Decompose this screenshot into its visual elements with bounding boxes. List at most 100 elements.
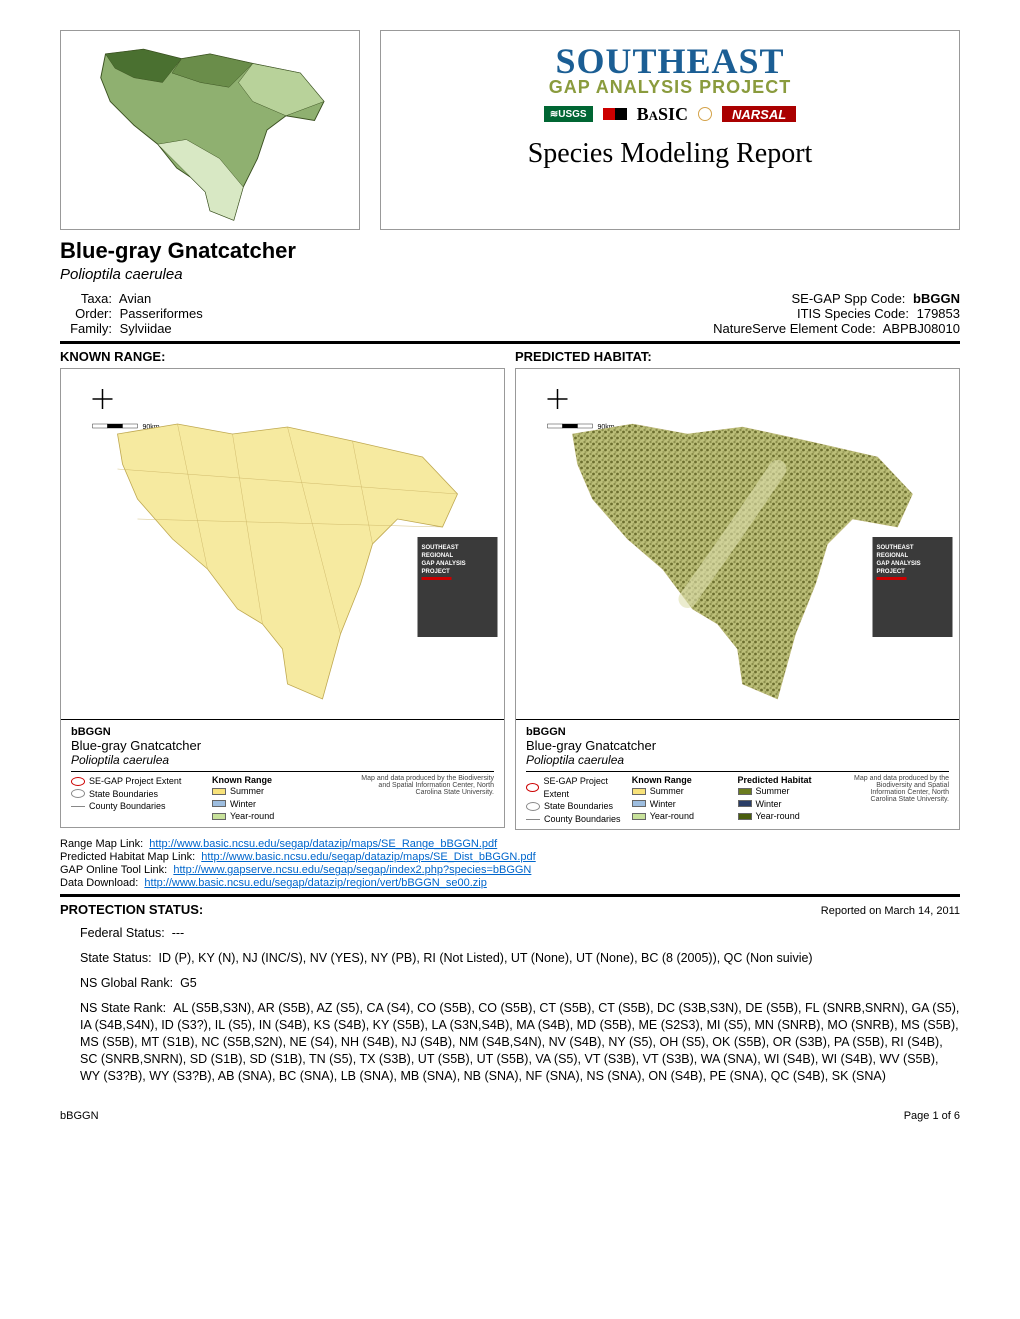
range-legend-col1: SE-GAP Project Extent State Boundaries C… [71,775,212,823]
known-range-col: KNOWN RANGE: 90km [60,349,505,830]
leg-item-label: County Boundaries [544,813,621,826]
status-body: Federal Status: --- State Status: ID (P)… [80,925,960,1084]
taxonomy-row: Taxa: Avian Order: Passeriformes Family:… [60,291,960,336]
federal-status-label: Federal Status: [80,926,165,940]
summer-swatch [632,788,646,795]
habitat-legend-title3: Predicted Habitat [738,775,844,785]
basic-badge: BaSIC [637,106,688,122]
report-title: Species Modeling Report [393,138,947,170]
state-status-value: ID (P), KY (N), NJ (INC/S), NV (YES), NY… [159,951,813,965]
leg-item-label: Summer [230,785,264,798]
known-range-map: 90km SOUTHEAST REGIONAL [61,369,504,719]
habitat-legend-col3: Predicted Habitat Summer Winter Year-rou… [738,775,844,825]
svg-text:REGIONAL: REGIONAL [877,553,909,559]
leg-item-label: State Boundaries [544,800,613,813]
predicted-habitat-map-box: 90km [515,368,960,830]
maps-row: KNOWN RANGE: 90km [60,349,960,830]
ns-state-rank-value: AL (S5B,S3N), AR (S5B), AZ (S5), CA (S4)… [80,1001,959,1083]
spp-code-label: SE-GAP Spp Code: [791,291,905,306]
range-link[interactable]: http://www.basic.ncsu.edu/segap/datazip/… [149,838,497,850]
taxa-value: Avian [119,291,151,306]
global-rank-label: NS Global Rank: [80,976,173,990]
range-legend-col2: Known Range Summer Winter Year-round [212,775,353,823]
project-subtitle: GAP ANALYSIS PROJECT [393,77,947,98]
known-range-map-box: 90km SOUTHEAST REGIONAL [60,368,505,828]
page-footer: bBGGN Page 1 of 6 [60,1110,960,1122]
svg-text:PROJECT: PROJECT [422,569,451,575]
leg-footnote: Map and data produced by the Biodiversit… [843,775,949,825]
header-left-thumbnail [60,30,360,230]
svg-text:GAP ANALYSIS: GAP ANALYSIS [877,561,921,567]
habitat-map-code: bBGGN [526,726,949,738]
svg-text:GAP ANALYSIS: GAP ANALYSIS [422,561,466,567]
habitat-caption-area: bBGGN Blue-gray Gnatcatcher Polioptila c… [516,719,959,829]
online-link[interactable]: http://www.gapserve.ncsu.edu/segap/segap… [173,864,531,876]
winter-swatch [212,800,226,807]
badge-row: ≋USGS BaSIC NARSAL [393,106,947,122]
pred-yearround-swatch [738,813,752,820]
range-link-label: Range Map Link: [60,838,143,850]
ns-label: NatureServe Element Code: [713,321,876,336]
leg-item-label: Summer [756,785,790,798]
order-label: Order: [60,306,112,321]
spp-code-value: bBGGN [913,291,960,306]
habitat-legend-title2: Known Range [632,775,738,785]
status-head-row: PROTECTION STATUS: Reported on March 14,… [60,902,960,917]
project-extent-icon [71,777,85,786]
leg-item-label: SE-GAP Project Extent [543,775,631,800]
taxonomy-left: Taxa: Avian Order: Passeriformes Family:… [60,291,203,336]
download-link[interactable]: http://www.basic.ncsu.edu/segap/datazip/… [144,877,486,889]
divider-thick [60,341,960,344]
leg-item-label: Year-round [756,810,800,823]
habitat-map-sci: Polioptila caerulea [526,753,949,767]
family-value: Sylviidae [120,321,172,336]
state-bound-icon [526,802,540,811]
range-caption-area: bBGGN Blue-gray Gnatcatcher Polioptila c… [61,719,504,827]
links-block: Range Map Link: http://www.basic.ncsu.ed… [60,838,960,889]
download-link-label: Data Download: [60,877,138,889]
state-status-label: State Status: [80,951,152,965]
yearround-swatch [632,813,646,820]
svg-text:SOUTHEAST: SOUTHEAST [877,545,914,551]
habitat-legend: SE-GAP Project Extent State Boundaries C… [526,771,949,825]
leg-item-label: Winter [230,798,256,811]
leg-footnote: Map and data produced by the Biodiversit… [353,775,494,823]
project-title: SOUTHEAST [393,43,947,79]
range-map-code: bBGGN [71,726,494,738]
leg-item-label: Summer [650,785,684,798]
divider-thick-2 [60,894,960,897]
global-rank-value: G5 [180,976,197,990]
habitat-legend-col2: Known Range Summer Winter Year-round [632,775,738,825]
pred-summer-swatch [738,788,752,795]
habitat-legend-col1: SE-GAP Project Extent State Boundaries C… [526,775,632,825]
habitat-link-label: Predicted Habitat Map Link: [60,851,195,863]
narsal-badge: NARSAL [722,106,796,122]
predicted-habitat-heading: PREDICTED HABITAT: [515,349,960,364]
summer-swatch [212,788,226,795]
status-heading: PROTECTION STATUS: [60,902,203,917]
itis-value: 179853 [917,306,960,321]
winter-swatch [632,800,646,807]
known-range-heading: KNOWN RANGE: [60,349,505,364]
footer-right: Page 1 of 6 [904,1110,960,1122]
itis-label: ITIS Species Code: [797,306,909,321]
leg-item-label: SE-GAP Project Extent [89,775,181,788]
habitat-link[interactable]: http://www.basic.ncsu.edu/segap/datazip/… [201,851,535,863]
range-map-sci: Polioptila caerulea [71,753,494,767]
predicted-habitat-map: 90km [516,369,959,719]
header-right-titlebox: SOUTHEAST GAP ANALYSIS PROJECT ≋USGS BaS… [380,30,960,230]
county-bound-icon [526,819,540,820]
se-region-map-thumb [65,35,355,225]
state-bound-icon [71,789,85,798]
header-row: SOUTHEAST GAP ANALYSIS PROJECT ≋USGS BaS… [60,30,960,230]
taxonomy-right: SE-GAP Spp Code: bBGGN ITIS Species Code… [713,291,960,336]
county-bound-icon [71,806,85,807]
family-label: Family: [60,321,112,336]
federal-status-value: --- [172,926,185,940]
leg-item-label: Year-round [230,810,274,823]
ns-state-rank-label: NS State Rank: [80,1001,166,1015]
ns-value: ABPBJ08010 [883,321,960,336]
leg-item-label: State Boundaries [89,788,158,801]
svg-text:SOUTHEAST: SOUTHEAST [422,545,459,551]
yearround-swatch [212,813,226,820]
